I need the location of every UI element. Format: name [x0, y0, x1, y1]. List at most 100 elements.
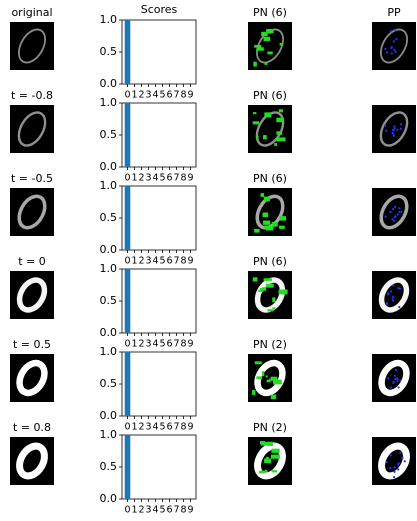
digit-stroke: [255, 28, 285, 64]
bar: [124, 186, 131, 250]
pp-point: [392, 129, 395, 132]
y-tick-label: 1.0: [100, 262, 118, 275]
pp-point: [385, 129, 388, 132]
x-tick-label: 7: [173, 339, 179, 350]
pn-title: PN (6): [253, 89, 287, 102]
y-tick-label: 1.0: [100, 345, 118, 358]
y-tick-label: 0.5: [100, 128, 118, 141]
x-tick-label: 8: [180, 90, 186, 101]
pp-point: [392, 295, 395, 298]
pp-point: [389, 454, 392, 457]
pp-point: [392, 40, 396, 43]
pp-point: [391, 297, 394, 300]
x-tick-label: 6: [166, 90, 172, 101]
digit-stroke: [379, 111, 409, 147]
x-tick-label: 6: [166, 422, 172, 433]
pn-perturbation: [263, 196, 271, 202]
pp-point: [393, 470, 396, 473]
pp-point: [390, 52, 393, 55]
pp-point: [389, 386, 392, 389]
digit-stroke: [17, 28, 47, 64]
x-tick-label: 9: [187, 339, 193, 350]
x-tick-label: 0: [124, 505, 130, 516]
pp-point: [397, 462, 400, 465]
pn-perturbation: [256, 47, 264, 51]
pp-point: [397, 386, 400, 389]
x-tick-label: 9: [187, 173, 193, 184]
pp-point: [399, 379, 402, 382]
row-label: t = 0.5: [13, 338, 51, 351]
x-tick-label: 7: [173, 256, 179, 267]
axes-frame: [121, 434, 197, 500]
x-tick-label: 8: [180, 339, 186, 350]
pn-perturbation: [256, 376, 263, 380]
y-tick-label: 0.0: [100, 326, 118, 339]
pp-point: [394, 368, 398, 372]
pp-point: [394, 378, 397, 381]
pn-perturbation: [252, 277, 258, 282]
chart-title: Scores: [141, 3, 178, 16]
pn-perturbation: [263, 36, 271, 42]
digit-stroke: [254, 442, 286, 480]
pp-point: [397, 468, 400, 471]
y-tick-label: 0.5: [100, 294, 118, 307]
digit-stroke: [17, 111, 47, 147]
pp-point: [393, 127, 396, 130]
y-tick-label: 1.0: [100, 179, 118, 192]
x-tick-label: 2: [138, 505, 144, 516]
pn-perturbation: [252, 389, 256, 395]
digit-stroke: [16, 359, 48, 397]
y-tick-label: 0.5: [100, 211, 118, 224]
x-tick-label: 7: [173, 90, 179, 101]
bar: [124, 20, 131, 84]
row-label: t = 0: [18, 255, 46, 268]
pn-perturbation: [264, 112, 272, 118]
pn-perturbation: [265, 456, 269, 460]
pp-point: [392, 284, 395, 287]
pp-point: [395, 38, 398, 41]
y-tick-label: 0.0: [100, 409, 118, 422]
pn-perturbation: [278, 289, 288, 295]
pp-title: PP: [387, 6, 401, 19]
pp-point: [400, 123, 403, 126]
pn-title: PN (6): [253, 6, 287, 19]
pn-perturbation: [265, 283, 274, 288]
pp-point: [392, 299, 395, 302]
x-tick-label: 8: [180, 256, 186, 267]
pp-point: [391, 218, 394, 221]
x-tick-label: 2: [138, 256, 144, 267]
pn-perturbation: [272, 307, 276, 310]
pp-point: [386, 51, 389, 54]
x-tick-label: 9: [187, 505, 193, 516]
pp-point: [394, 215, 397, 218]
pp-point: [397, 287, 400, 290]
pp-point: [389, 30, 393, 33]
x-tick-label: 0: [124, 90, 130, 101]
x-tick-label: 9: [187, 90, 193, 101]
pp-point: [384, 215, 387, 218]
pn-perturbation: [267, 309, 274, 312]
pn-perturbation: [266, 28, 272, 34]
y-tick-label: 0.5: [100, 377, 118, 390]
y-tick-label: 0.5: [100, 45, 118, 58]
pn-perturbation: [267, 51, 273, 55]
bar: [124, 103, 131, 167]
x-tick-label: 3: [145, 505, 151, 516]
pn-perturbation: [264, 469, 268, 472]
x-tick-label: 6: [166, 339, 172, 350]
pn-perturbation: [279, 216, 287, 221]
pn-title: PN (6): [253, 172, 287, 185]
axes-frame: [121, 19, 197, 85]
pp-point: [403, 460, 406, 463]
pn-perturbation: [270, 454, 280, 459]
x-tick-label: 1: [131, 173, 137, 184]
axes-frame: [121, 268, 197, 334]
pp-point: [390, 46, 393, 49]
pn-perturbation: [262, 220, 271, 225]
pn-perturbation: [263, 278, 272, 281]
pp-point: [384, 124, 387, 127]
x-tick-label: 8: [180, 505, 186, 516]
pp-point: [390, 290, 393, 293]
x-tick-label: 3: [145, 173, 151, 184]
pn-title: PN (2): [253, 338, 287, 351]
